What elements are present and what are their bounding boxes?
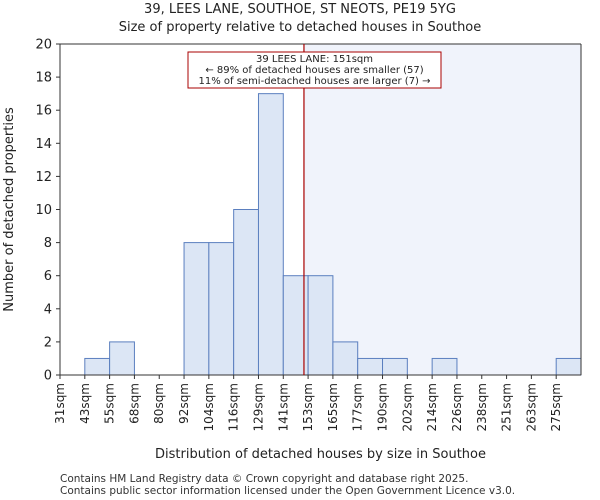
chart-title: 39, LEES LANE, SOUTHOE, ST NEOTS, PE19 5… xyxy=(144,2,456,17)
histogram-bar xyxy=(84,357,111,376)
x-tick-label: 129sqm xyxy=(251,383,265,431)
y-tick-label: 20 xyxy=(35,38,52,53)
x-tick-label: 275sqm xyxy=(549,383,563,431)
y-tick-label: 10 xyxy=(35,203,52,218)
y-tick-label: 18 xyxy=(35,71,52,86)
x-tick-label: 251sqm xyxy=(500,383,514,431)
y-tick-label: 4 xyxy=(44,302,52,317)
x-tick-label: 116sqm xyxy=(227,383,241,431)
histogram-chart: 0 2 4 6 8 10 12 14 16 18 20 31sqm 43sqm 55sqm 68sqm 80s… xyxy=(2,38,582,462)
x-axis-label: Distribution of detached houses by size … xyxy=(155,447,486,462)
histogram-bar xyxy=(183,242,210,376)
x-tick-label: 263sqm xyxy=(524,383,538,431)
x-tick-label: 226sqm xyxy=(450,383,464,431)
x-tick-label: 238sqm xyxy=(475,383,489,431)
x-tick-label: 165sqm xyxy=(326,383,340,431)
histogram-bar xyxy=(382,357,408,376)
histogram-bar xyxy=(257,93,284,376)
annotation-line-2: ← 89% of detached houses are smaller (57… xyxy=(205,65,423,76)
x-tick-label: 153sqm xyxy=(301,383,315,431)
x-tick-label: 190sqm xyxy=(376,383,390,431)
y-tick-label: 2 xyxy=(44,335,52,350)
footer-copyright: Contains HM Land Registry data © Crown c… xyxy=(60,473,469,485)
chart-subtitle: Size of property relative to detached ho… xyxy=(118,20,482,35)
histogram-bar xyxy=(332,341,359,376)
x-tick-label: 68sqm xyxy=(127,383,141,424)
x-tick-label: 202sqm xyxy=(400,383,414,431)
x-tick-label: 214sqm xyxy=(425,383,439,431)
histogram-bar xyxy=(431,357,458,376)
x-tick-label: 177sqm xyxy=(351,383,365,431)
y-axis-label: Number of detached properties xyxy=(2,107,17,312)
larger-region-shade xyxy=(303,44,581,375)
y-tick-label: 0 xyxy=(44,369,52,384)
histogram-bar xyxy=(555,357,582,376)
y-tick-label: 12 xyxy=(35,170,52,185)
x-tick-label: 31sqm xyxy=(53,383,67,424)
footer-licence: Contains public sector information licen… xyxy=(60,485,516,497)
annotation-line-1: 39 LEES LANE: 151sqm xyxy=(256,54,373,65)
annotation-line-3: 11% of semi-detached houses are larger (… xyxy=(198,76,430,87)
x-tick-label: 80sqm xyxy=(152,383,166,424)
annotation-box xyxy=(187,51,442,89)
histogram-bar xyxy=(109,341,135,376)
y-tick-label: 16 xyxy=(35,104,52,119)
y-tick-label: 14 xyxy=(35,137,52,152)
histogram-bar xyxy=(233,209,259,376)
x-tick-label: 92sqm xyxy=(177,383,191,424)
x-tick-label: 141sqm xyxy=(276,383,290,431)
x-tick-label: 43sqm xyxy=(78,383,92,424)
y-tick-label: 6 xyxy=(44,269,52,284)
y-tick-label: 8 xyxy=(44,236,52,251)
x-tick-label: 55sqm xyxy=(103,383,117,424)
histogram-bar xyxy=(357,357,384,376)
histogram-bar xyxy=(208,242,235,376)
histogram-bar xyxy=(307,275,334,376)
x-tick-label: 104sqm xyxy=(202,383,216,431)
